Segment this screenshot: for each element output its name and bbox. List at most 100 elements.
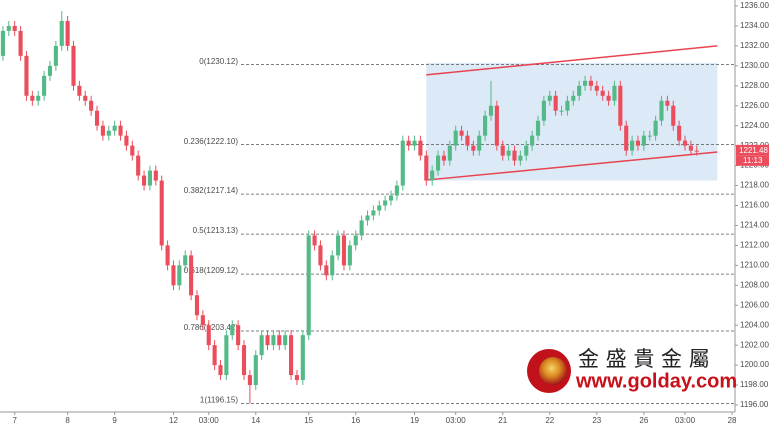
candle-body [12, 25, 17, 31]
candle-body [253, 355, 258, 386]
candle-body [118, 125, 123, 136]
fib-label: 0.786(1203.42) [184, 323, 239, 332]
candle-body [518, 155, 523, 161]
candle-body [653, 120, 658, 136]
candle-body [371, 210, 376, 216]
fib-label: 0.5(1213.13) [193, 226, 239, 235]
candle-body [547, 95, 552, 101]
candle-body [588, 80, 593, 86]
candle-body [194, 295, 200, 316]
candle-body [300, 335, 305, 381]
candle-body [682, 140, 688, 146]
candle-body [477, 135, 482, 151]
candle-body [77, 85, 82, 96]
candle-body [183, 255, 188, 266]
candle-body [353, 235, 358, 246]
watermark-name: 金 盛 貴 金 屬 [578, 347, 710, 371]
candle-body [694, 150, 699, 152]
candle-body [465, 135, 470, 146]
fib-label: 0.382(1217.14) [184, 186, 239, 195]
candle-body [394, 185, 399, 196]
y-tick-label: 1226.00 [740, 101, 769, 110]
candle-body [336, 235, 341, 256]
candle-body [165, 245, 170, 266]
candle-body [89, 100, 94, 111]
candle-body [324, 265, 329, 276]
channel-zone [426, 62, 718, 181]
x-tick-label: 19 [410, 416, 419, 425]
candle-body [347, 245, 352, 266]
y-tick-label: 1210.00 [740, 260, 769, 269]
y-tick-label: 1232.00 [740, 41, 769, 50]
candle-body [306, 235, 311, 336]
y-tick-label: 1208.00 [740, 280, 769, 289]
candle-body [265, 335, 270, 346]
candle-body [677, 125, 682, 141]
candle-body [512, 150, 517, 161]
candle-body [577, 85, 582, 96]
x-tick-label: 03:00 [446, 416, 467, 425]
candle-body [453, 130, 458, 146]
y-tick-label: 1224.00 [740, 121, 769, 130]
candle-body [259, 335, 264, 356]
y-tick-label: 1204.00 [740, 320, 769, 329]
candle-body [412, 140, 417, 146]
candle-body [247, 375, 252, 386]
candle-body [606, 95, 611, 101]
candle-body [430, 170, 435, 181]
candle-body [635, 140, 641, 146]
candle-body [418, 140, 423, 156]
candle-body [189, 255, 194, 296]
y-tick-label: 1202.00 [740, 340, 769, 349]
candle-body [535, 120, 541, 136]
candle-body [100, 125, 105, 136]
candle-body [289, 335, 294, 376]
candle-body [153, 170, 158, 181]
candle-body [665, 100, 670, 106]
candle-body [447, 145, 452, 161]
candle-body [59, 20, 64, 46]
candle-body [236, 325, 241, 346]
candle-body [224, 335, 229, 376]
x-tick-label: 26 [639, 416, 648, 425]
candle-body [365, 215, 370, 221]
last-price-box [736, 144, 769, 156]
candle-body [659, 100, 664, 121]
candle-body [330, 255, 335, 276]
candle-body [53, 45, 58, 66]
candle-body [112, 125, 117, 131]
candle-body [83, 95, 88, 101]
candle-body [436, 155, 441, 171]
x-tick-label: 12 [169, 416, 178, 425]
candle-body [459, 130, 464, 136]
x-tick-label: 03:00 [675, 416, 696, 425]
channel-line [426, 151, 718, 181]
candle-body [671, 105, 676, 126]
y-tick-label: 1200.00 [740, 360, 769, 369]
y-tick-label: 1236.00 [740, 1, 769, 10]
x-tick-label: 16 [351, 416, 360, 425]
candle-body [400, 140, 405, 186]
candle-body [65, 20, 70, 46]
channel-line [426, 45, 718, 76]
x-tick-label: 21 [498, 416, 507, 425]
candle-body [618, 85, 623, 126]
candle-body [136, 155, 141, 176]
candle-body [47, 65, 53, 76]
y-tick-label: 1216.00 [740, 201, 769, 210]
candle-body [647, 135, 652, 137]
candle-body [147, 170, 152, 186]
x-tick-label: 23 [592, 416, 601, 425]
countdown-label: 11:13 [743, 156, 763, 165]
x-tick-label: 7 [12, 416, 17, 425]
x-tick-label: 15 [304, 416, 313, 425]
y-tick-label: 1228.00 [740, 81, 769, 90]
candle-body [341, 235, 347, 266]
last-price-label: 1221.48 [739, 146, 768, 155]
candle-body [624, 125, 629, 151]
candle-body [488, 105, 494, 116]
x-tick-label: 9 [112, 416, 117, 425]
candle-body [500, 145, 505, 156]
candle-body [424, 155, 429, 181]
